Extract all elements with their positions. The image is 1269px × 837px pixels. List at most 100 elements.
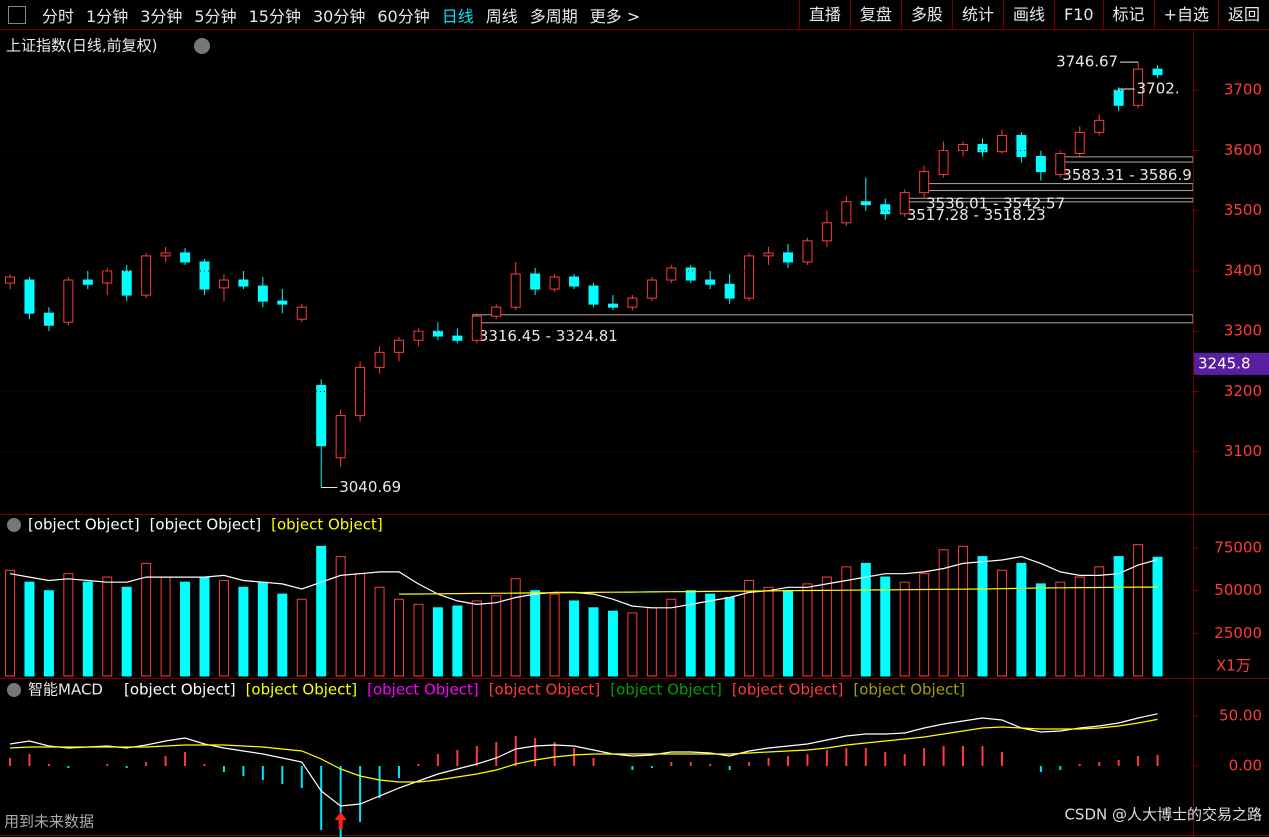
toolbar-button[interactable]: 多周期 xyxy=(529,6,578,26)
cursor-badge xyxy=(1194,352,1269,375)
candle-body xyxy=(452,335,463,341)
volume-bar xyxy=(257,581,268,677)
candle-body xyxy=(549,276,560,290)
volume-bar xyxy=(783,590,793,677)
candle-body xyxy=(374,351,385,368)
dropdown-icon[interactable] xyxy=(7,683,21,697)
toolbar-button[interactable]: 直播 xyxy=(798,0,850,30)
toolbar-icon[interactable] xyxy=(8,5,26,24)
candle-body xyxy=(335,415,346,459)
toolbar-button[interactable]: 统计 xyxy=(951,0,1003,30)
y-tick-label: 3400 xyxy=(1224,261,1262,279)
volume-bar xyxy=(646,607,657,677)
volume-bar xyxy=(977,556,988,677)
volume-bar xyxy=(1152,556,1163,677)
toolbar-button[interactable]: 日线 xyxy=(441,6,474,26)
volume-bar xyxy=(549,593,560,677)
toolbar-button[interactable]: 5分钟 xyxy=(194,6,237,26)
volume-bar xyxy=(296,598,307,677)
volume-bar xyxy=(958,545,969,677)
candle-body xyxy=(763,252,774,257)
candle-body xyxy=(646,279,657,299)
candle-body xyxy=(1035,156,1046,173)
gap-label: 3536.01 - 3542.57 xyxy=(926,195,1065,213)
dropdown-icon[interactable] xyxy=(7,518,21,532)
toolbar-button[interactable]: 画线 xyxy=(1002,0,1054,30)
candle-body xyxy=(5,276,15,284)
y-tick-label: 50000 xyxy=(1214,581,1262,599)
candle-body xyxy=(977,143,988,153)
toolbar-button[interactable]: 标记 xyxy=(1102,0,1154,30)
toolbar-button[interactable]: 1分钟 xyxy=(86,6,129,26)
volume-bar xyxy=(666,598,677,677)
toolbar-button[interactable]: 分时 xyxy=(42,6,75,26)
period-tabs: 分时 1分钟 3分钟 5分钟 15分钟 30分钟 60分钟 日线 周线 多周期 更多 > xyxy=(0,0,646,29)
candle-body xyxy=(257,285,268,302)
toolbar-button[interactable]: 60分钟 xyxy=(377,6,430,26)
candle-body xyxy=(958,143,969,151)
cursor-value: 3245.8 xyxy=(1198,354,1251,372)
candle-body xyxy=(199,261,210,290)
toolbar-button[interactable]: 复盘 xyxy=(849,0,901,30)
candle-body xyxy=(666,267,677,281)
toolbar-button[interactable]: 15分钟 xyxy=(248,6,301,26)
volume-bar xyxy=(569,600,580,677)
toolbar-button[interactable]: +自选 xyxy=(1153,0,1218,30)
toolbar-button[interactable]: 多股 xyxy=(900,0,952,30)
series-line xyxy=(398,586,1158,595)
candle-body xyxy=(432,330,443,337)
y-tick-label: 3300 xyxy=(1224,322,1262,340)
volume-bar xyxy=(355,573,366,677)
candle-body xyxy=(413,330,424,341)
candle-body xyxy=(1133,68,1144,106)
volume-bar xyxy=(802,583,813,677)
candle-body xyxy=(121,270,132,296)
y-tick-label: 3700 xyxy=(1224,81,1262,99)
legend-entry: [object Object] xyxy=(150,516,262,534)
legend-entry: [object Object] xyxy=(124,681,236,699)
candle-body xyxy=(899,192,910,215)
candle-body xyxy=(530,273,541,290)
series-line xyxy=(9,713,1158,807)
candle-body xyxy=(63,279,74,323)
volume-bar xyxy=(102,576,113,677)
volume-bar xyxy=(180,581,191,677)
volume-bar xyxy=(744,579,755,677)
legend-entry: [object Object] xyxy=(489,681,601,699)
frames xyxy=(0,30,1269,837)
toolbar-button[interactable]: 30分钟 xyxy=(312,6,366,26)
volume-bar xyxy=(996,569,1007,677)
volume-bar xyxy=(627,612,638,677)
volume-bar xyxy=(63,573,74,677)
candle-body xyxy=(43,312,54,326)
volume-bar xyxy=(938,549,949,677)
volume-bar xyxy=(607,610,618,677)
watermark: CSDN @人大博士的交易之路 xyxy=(1064,806,1262,824)
candle-body xyxy=(218,279,229,289)
toolbar-button[interactable]: 返回 xyxy=(1217,0,1269,30)
toolbar-button[interactable]: F10 xyxy=(1053,0,1103,30)
legend-entry: [object Object] xyxy=(732,681,844,699)
tool-buttons: 直播 复盘 多股 统计 画线 F10 标记 +自选 返回 xyxy=(798,0,1269,30)
volume-bar xyxy=(471,600,482,677)
toolbar-button[interactable]: 3分钟 xyxy=(140,6,183,26)
volume-bar xyxy=(1074,576,1085,677)
toolbar-button[interactable]: 更多 > xyxy=(589,6,641,26)
candle-body xyxy=(841,201,852,224)
volume-bar xyxy=(1133,544,1144,677)
volume-bar xyxy=(394,598,404,677)
toolbar-button[interactable]: 周线 xyxy=(485,6,518,26)
y-tick-label: 3600 xyxy=(1224,141,1262,159)
y-tick-label: 25000 xyxy=(1214,624,1262,642)
volume-bar xyxy=(705,593,716,677)
legend-entry: [object Object] xyxy=(28,516,140,534)
price-label: 3746.67 xyxy=(1056,53,1118,71)
volume-bar xyxy=(1016,562,1027,677)
dropdown-icon[interactable] xyxy=(194,38,210,54)
y-tick-label: 0.00 xyxy=(1229,757,1262,775)
candle-body xyxy=(705,279,716,285)
candle-body xyxy=(1055,153,1066,176)
macd-title: 智能MACD xyxy=(28,681,103,699)
